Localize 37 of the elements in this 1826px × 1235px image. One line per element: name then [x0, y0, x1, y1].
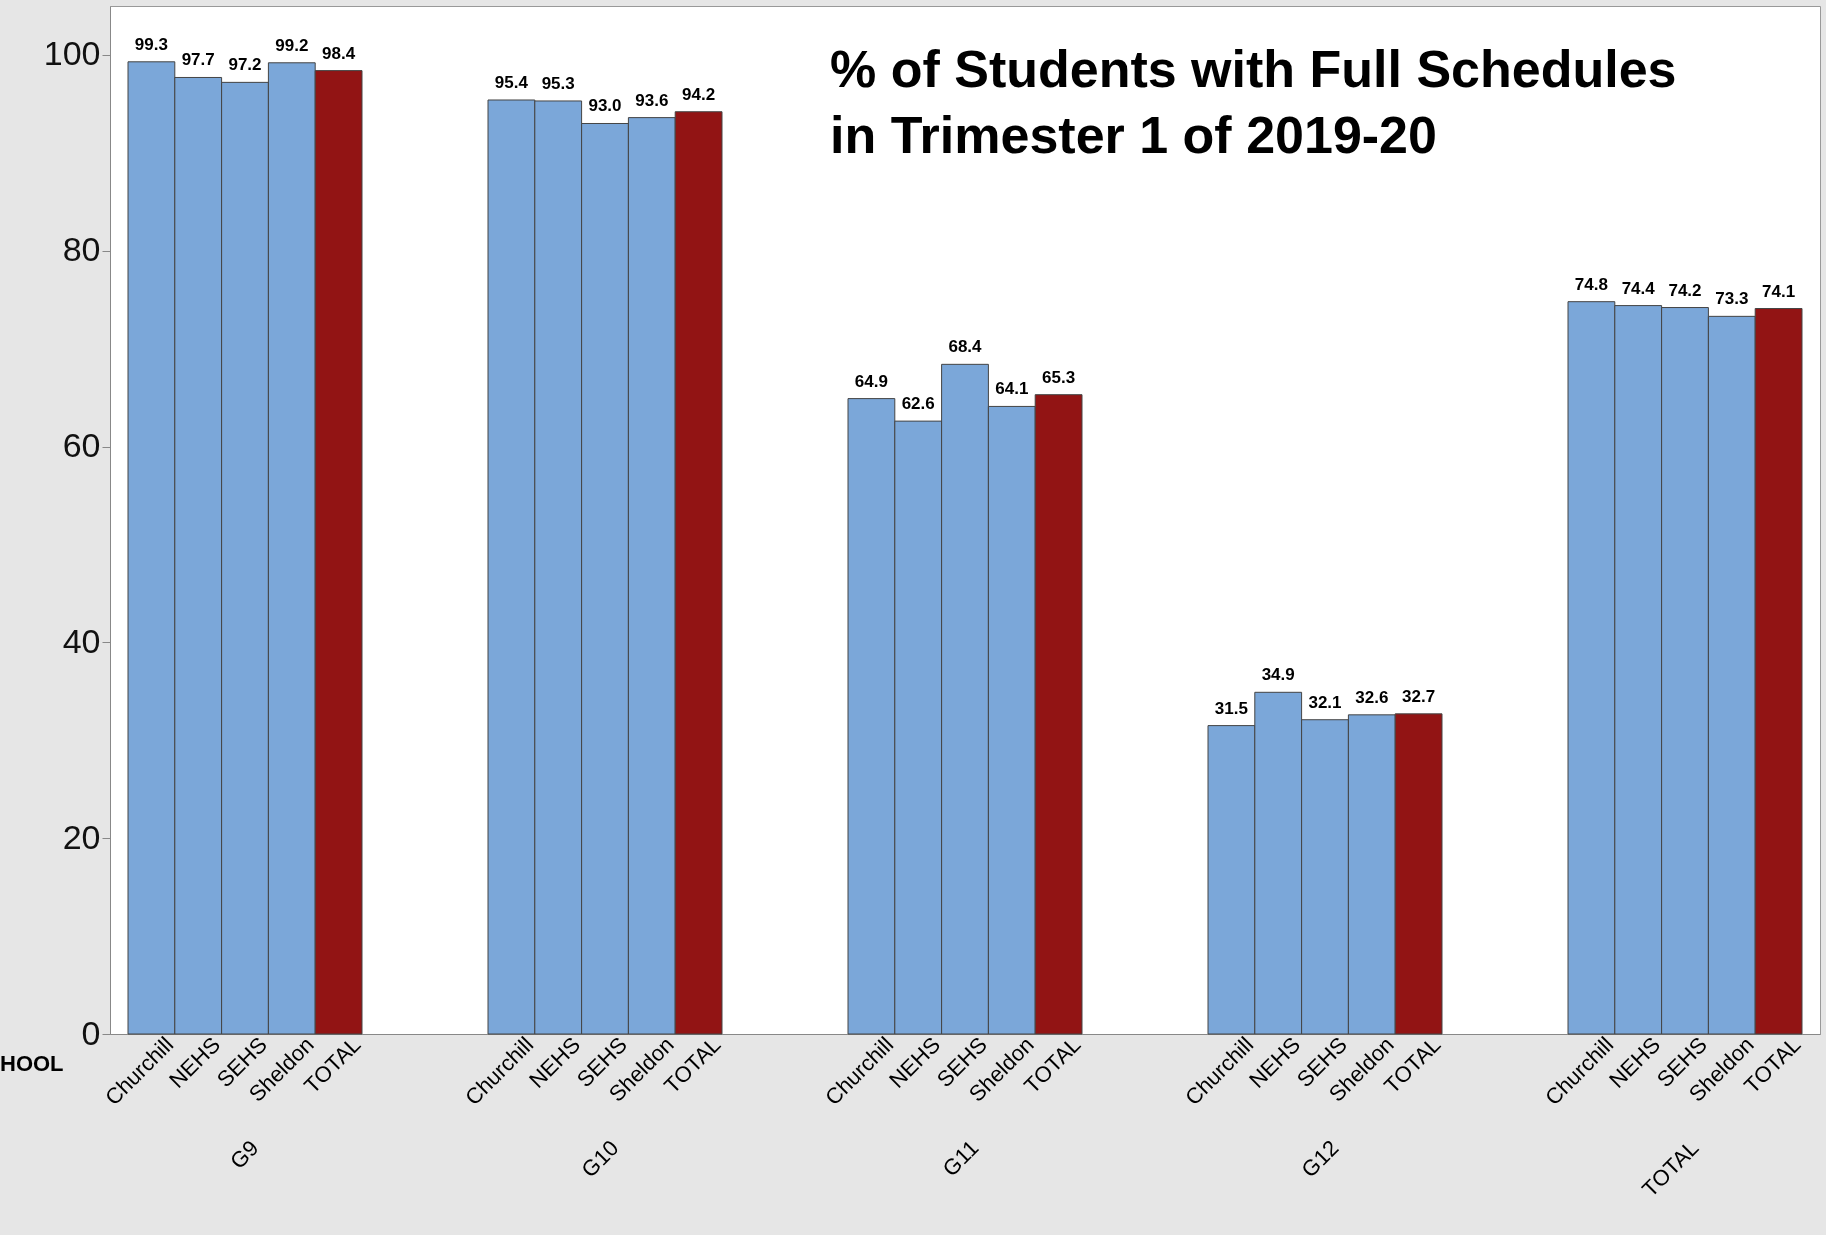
- data-label: 97.7: [181, 50, 215, 70]
- data-label: 98.4: [322, 43, 356, 63]
- data-label: 32.6: [1355, 687, 1389, 707]
- x-tick-label: G12: [1296, 1135, 1344, 1183]
- y-tick-label: 20: [62, 817, 101, 856]
- y-tick-label: 60: [62, 426, 101, 465]
- data-label: 97.2: [228, 55, 262, 75]
- data-label: 73.3: [1715, 289, 1749, 309]
- text: % of Students with Full Schedules in Trimester 1 of 2019-20: [830, 40, 1677, 164]
- data-label: 74.1: [1762, 281, 1796, 301]
- y-tick-label: 100: [43, 34, 101, 73]
- data-label: 99.3: [134, 34, 168, 54]
- data-label: 93.6: [635, 90, 669, 110]
- y-tick-label: 0: [81, 1013, 101, 1052]
- x-tick-label: G11: [937, 1135, 984, 1182]
- data-label: 34.9: [1261, 665, 1295, 685]
- data-label: 65.3: [1042, 367, 1076, 387]
- data-label: 64.9: [854, 371, 888, 391]
- text: HOOL: [0, 1051, 64, 1076]
- data-label: 74.2: [1668, 280, 1702, 300]
- data-label: 93.0: [588, 96, 622, 116]
- x-tick-label: G10: [576, 1135, 624, 1183]
- data-label: 99.2: [275, 35, 309, 55]
- data-label: 95.4: [494, 72, 529, 92]
- y-tick-label: 40: [62, 621, 101, 660]
- data-label: 32.1: [1308, 692, 1342, 712]
- data-label: 94.2: [682, 84, 716, 104]
- data-label: 32.7: [1402, 686, 1436, 706]
- data-label: 95.3: [541, 73, 575, 93]
- data-label: 64.1: [995, 379, 1029, 399]
- data-label: 31.5: [1214, 698, 1248, 718]
- data-label: 68.4: [948, 337, 983, 357]
- x-tick-label: G9: [225, 1135, 264, 1174]
- data-label: 62.6: [901, 394, 935, 414]
- y-tick-label: 80: [62, 230, 101, 269]
- data-label: 74.8: [1574, 274, 1608, 294]
- data-label: 74.4: [1621, 278, 1656, 298]
